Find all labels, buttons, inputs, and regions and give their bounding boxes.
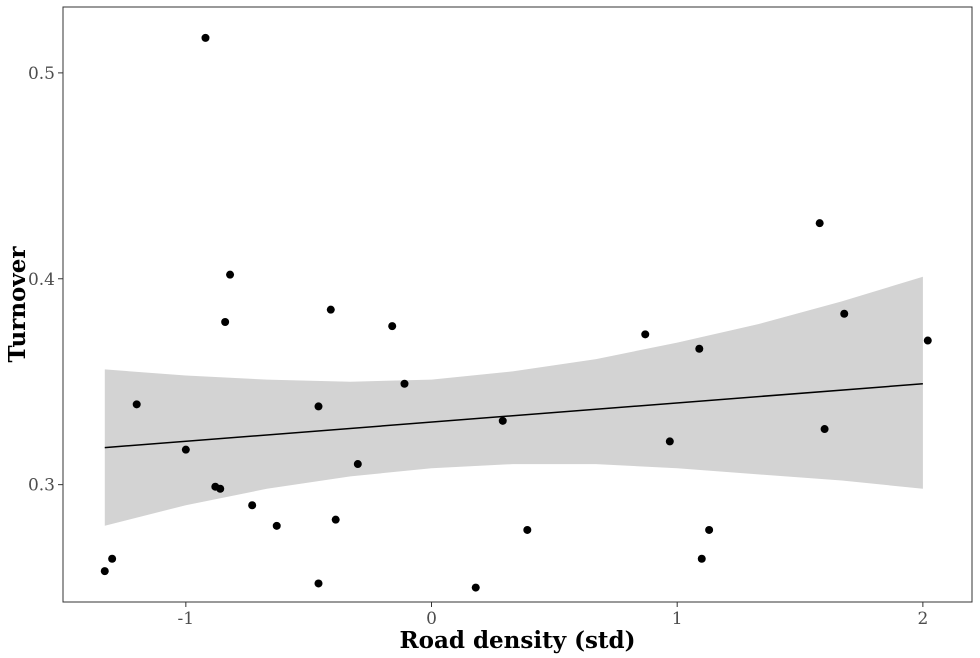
data-point [815,219,824,228]
x-tick-label: 1 [672,609,683,629]
data-point [221,318,230,326]
data-point [314,579,323,588]
data-point [400,379,409,388]
plot-panel-border [62,6,973,603]
x-axis-ticks: -1 0 1 2 [178,602,928,629]
data-point [923,336,932,345]
data-point [353,460,362,469]
data-point [388,322,397,331]
data-point [331,515,340,524]
data-point [272,521,281,530]
data-point [100,567,109,576]
x-tick-label: 0 [426,609,437,629]
data-point [216,484,225,493]
data-point [108,554,117,563]
data-point [705,525,714,534]
x-axis-title: Road density (std) [400,627,636,654]
data-point [201,33,210,42]
data-point [314,402,323,411]
data-point [523,525,532,534]
data-point [695,344,704,353]
data-point [132,400,141,409]
data-point [248,501,257,510]
data-points-layer [100,33,932,592]
data-point [226,270,235,279]
x-tick-label: -1 [178,609,195,629]
data-point [665,437,674,446]
y-tick-label: 0.4 [28,270,55,290]
data-point [697,554,706,563]
data-point [820,425,829,434]
y-axis-title: Turnover [4,246,31,363]
fit-line-layer [104,383,923,449]
data-point [471,583,480,592]
data-point [840,309,849,318]
data-point [326,305,335,314]
y-tick-label: 0.3 [28,476,55,496]
data-point [641,330,650,339]
data-point [181,445,190,454]
confidence-band-layer [104,276,923,526]
y-axis-ticks: 0.3 0.4 0.5 [28,64,63,496]
y-tick-label: 0.5 [28,64,55,84]
regression-line [104,383,923,449]
x-tick-label: 2 [917,609,928,629]
confidence-band [104,276,923,526]
data-point [498,416,507,425]
